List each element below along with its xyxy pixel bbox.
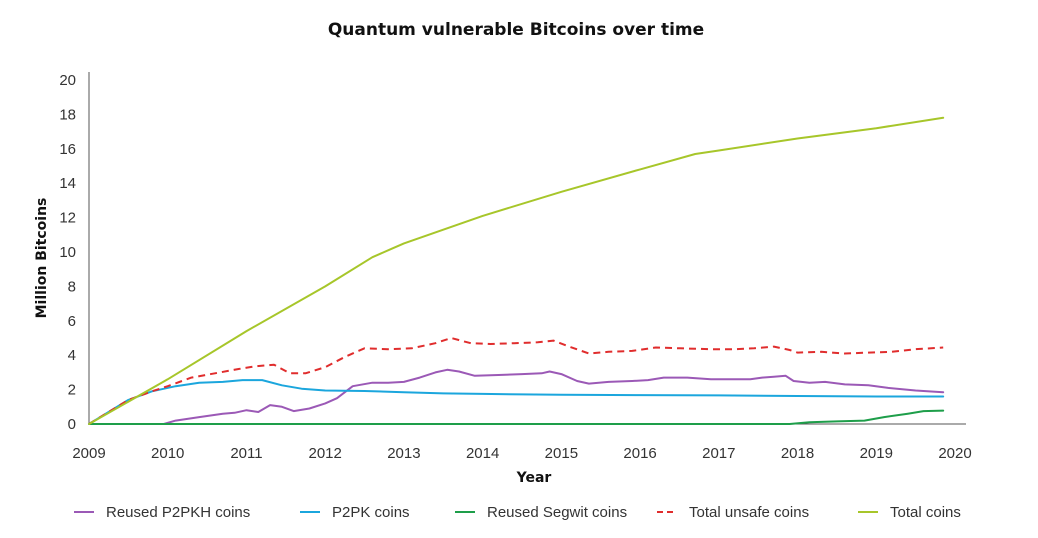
legend-label-reused-segwit-coins: Reused Segwit coins bbox=[487, 504, 627, 521]
y-tick-label: 16 bbox=[59, 141, 76, 158]
x-tick-label: 2013 bbox=[387, 445, 420, 462]
y-axis-label: Million Bitcoins bbox=[34, 198, 50, 319]
series-lines bbox=[88, 116, 945, 425]
y-tick-label: 18 bbox=[59, 106, 76, 123]
x-tick-label: 2017 bbox=[702, 445, 735, 462]
x-tick-label: 2018 bbox=[781, 445, 814, 462]
y-tick-label: 10 bbox=[59, 244, 76, 261]
legend-label-total-unsafe-coins: Total unsafe coins bbox=[689, 504, 809, 521]
y-tick-label: 20 bbox=[59, 72, 76, 89]
series-line-reused-segwit-coins bbox=[88, 409, 945, 425]
y-tick-label: 0 bbox=[68, 416, 76, 433]
legend: Reused P2PKH coins P2PK coins Reused Segwi… bbox=[74, 504, 961, 521]
y-tick-label: 14 bbox=[59, 175, 76, 192]
y-tick-label: 2 bbox=[68, 382, 76, 399]
x-tick-label: 2019 bbox=[860, 445, 893, 462]
x-tick-label: 2012 bbox=[308, 445, 341, 462]
x-tick-label: 2009 bbox=[72, 445, 105, 462]
x-tick-label: 2011 bbox=[230, 445, 262, 462]
legend-label-p2pk-coins: P2PK coins bbox=[332, 504, 410, 521]
series-line-total-coins bbox=[88, 116, 945, 425]
x-tick-label: 2010 bbox=[151, 445, 184, 462]
y-tick-label: 8 bbox=[68, 278, 76, 295]
chart-title: Quantum vulnerable Bitcoins over time bbox=[328, 20, 704, 40]
series-line-total-unsafe-coins bbox=[88, 337, 944, 425]
x-axis-label: Year bbox=[516, 470, 552, 486]
y-tick-labels: 0 2 4 6 8 10 12 14 16 18 20 bbox=[59, 72, 76, 433]
y-tick-label: 12 bbox=[59, 210, 76, 227]
y-tick-label: 6 bbox=[68, 313, 76, 330]
x-tick-label: 2014 bbox=[466, 445, 499, 462]
series-line-p2pk-coins bbox=[88, 379, 945, 425]
y-tick-label: 4 bbox=[68, 347, 76, 364]
legend-label-reused-p2pkh-coins: Reused P2PKH coins bbox=[106, 504, 250, 521]
x-tick-label: 2020 bbox=[938, 445, 971, 462]
x-tick-labels: 2009 2010 2011 2012 2013 2014 2015 2016 2017 2018… bbox=[72, 445, 971, 462]
legend-label-total-coins: Total coins bbox=[890, 504, 961, 521]
x-tick-label: 2016 bbox=[623, 445, 656, 462]
x-tick-label: 2015 bbox=[545, 445, 578, 462]
series-line-reused-p2pkh-coins bbox=[88, 368, 945, 425]
